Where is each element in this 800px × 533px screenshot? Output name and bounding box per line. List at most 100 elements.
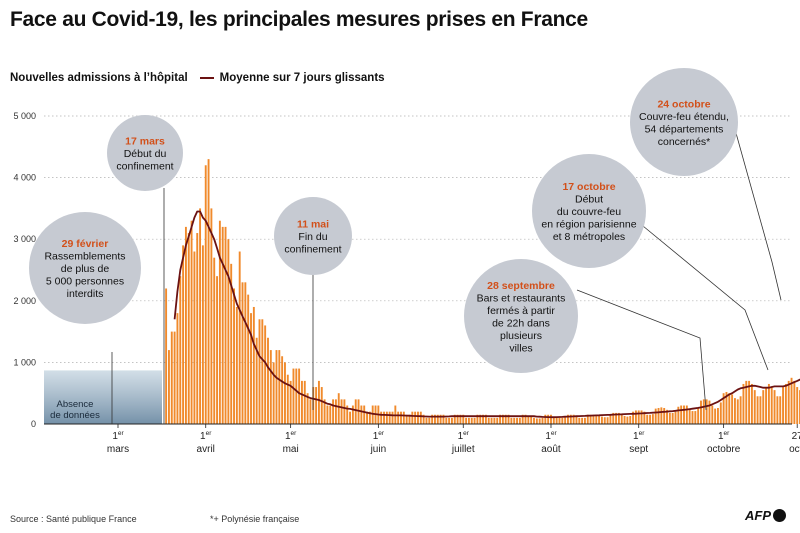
- bar: [688, 408, 691, 424]
- annotation-text: de plus de: [61, 263, 110, 275]
- moving-average-series: [173, 210, 800, 419]
- bar: [258, 319, 261, 424]
- bar: [731, 394, 734, 424]
- bar: [674, 411, 677, 424]
- bar: [685, 405, 688, 424]
- bar-series: [165, 159, 800, 424]
- bar: [281, 356, 284, 424]
- bar: [759, 396, 762, 424]
- bar: [663, 407, 666, 424]
- bar: [439, 414, 442, 424]
- bar: [739, 396, 742, 424]
- bar: [691, 411, 694, 424]
- bar: [167, 350, 170, 424]
- afp-logo: AFP: [745, 508, 786, 523]
- bar: [711, 405, 714, 424]
- afp-logo-text: AFP: [745, 508, 771, 523]
- annotation-bubble: [107, 115, 183, 191]
- bar: [510, 417, 513, 424]
- annotation-bubble: [532, 154, 646, 268]
- annotation-text: du couvre-feu: [557, 206, 621, 218]
- bar: [660, 407, 663, 424]
- bar: [544, 414, 547, 424]
- bar: [518, 417, 521, 424]
- bar: [717, 407, 719, 424]
- bar: [516, 417, 518, 424]
- bar: [213, 257, 216, 424]
- moving-average-line: [173, 210, 800, 419]
- bar: [207, 159, 210, 424]
- bar: [284, 362, 286, 424]
- annotation-text: de 22h dans: [492, 317, 550, 329]
- bar: [204, 165, 207, 424]
- x-tick-month: avril: [197, 444, 215, 455]
- x-tick-day: 1er: [285, 430, 297, 442]
- bar: [555, 417, 558, 424]
- x-tick-day: 1er: [200, 430, 212, 442]
- bar: [479, 414, 482, 424]
- bar: [538, 418, 541, 424]
- legend-line-label: Moyenne sur 7 jours glissants: [219, 72, 385, 84]
- chart-title: Face au Covid-19, les principales mesure…: [10, 8, 588, 31]
- bar: [408, 414, 411, 424]
- legend-bars-label: Nouvelles admissions à l’hôpital: [10, 72, 188, 84]
- bar: [606, 417, 609, 424]
- bar: [173, 331, 176, 424]
- bar: [354, 399, 357, 424]
- bar: [241, 282, 244, 424]
- bar: [224, 226, 227, 424]
- legend: Nouvelles admissions à l’hôpital Moyenne…: [10, 72, 385, 84]
- bar: [272, 362, 275, 424]
- bar: [292, 368, 295, 424]
- bar: [728, 393, 731, 424]
- bar: [612, 412, 615, 424]
- bar: [762, 390, 765, 424]
- bar: [719, 402, 722, 424]
- bar: [275, 350, 278, 424]
- no-data-area: Absence de données: [44, 370, 162, 424]
- bar: [629, 415, 632, 424]
- x-tick-day: 27: [792, 431, 800, 442]
- bar: [767, 383, 770, 424]
- bar: [501, 414, 504, 424]
- bar: [784, 383, 787, 424]
- bar: [776, 396, 779, 424]
- bar: [666, 409, 668, 424]
- y-tick-label: 5 000: [13, 111, 36, 121]
- annotation-text: Bars et restaurants: [477, 292, 566, 304]
- bar: [366, 411, 368, 424]
- bar: [199, 208, 202, 424]
- annotation-text: Rassemblements: [44, 251, 125, 263]
- source-note: Source : Santé publique France: [10, 514, 137, 524]
- bar: [742, 383, 745, 424]
- bar: [400, 411, 402, 424]
- y-tick-label: 0: [31, 419, 36, 429]
- bar: [578, 417, 581, 424]
- bar: [414, 411, 417, 424]
- bar: [581, 417, 584, 424]
- bar: [326, 405, 329, 424]
- y-tick-label: 1 000: [13, 357, 36, 367]
- bar: [436, 414, 439, 424]
- bar: [250, 313, 252, 424]
- x-tick-day: 1er: [112, 430, 124, 442]
- bar: [700, 400, 702, 424]
- bar: [349, 411, 352, 424]
- bar: [773, 390, 776, 424]
- bar: [507, 414, 510, 424]
- annotation-text: Fin du: [298, 231, 327, 243]
- x-tick-day: 1er: [373, 430, 385, 442]
- bar: [165, 288, 168, 424]
- bar: [530, 416, 533, 424]
- bar: [450, 417, 453, 424]
- bar: [482, 414, 485, 424]
- bar: [411, 411, 414, 424]
- bar: [697, 407, 700, 424]
- bar: [708, 400, 711, 424]
- bar: [221, 226, 224, 424]
- leader-line: [735, 132, 782, 301]
- bar: [770, 387, 773, 424]
- leader-line: [642, 225, 769, 371]
- bar: [170, 331, 173, 424]
- bar: [176, 313, 179, 424]
